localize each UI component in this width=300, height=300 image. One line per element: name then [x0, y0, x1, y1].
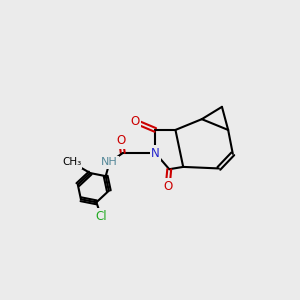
- Text: N: N: [151, 146, 160, 160]
- Text: Cl: Cl: [95, 210, 107, 223]
- Text: O: O: [117, 134, 126, 147]
- Text: NH: NH: [101, 157, 118, 167]
- Text: O: O: [163, 180, 172, 193]
- Text: CH₃: CH₃: [62, 157, 81, 167]
- Text: O: O: [130, 115, 140, 128]
